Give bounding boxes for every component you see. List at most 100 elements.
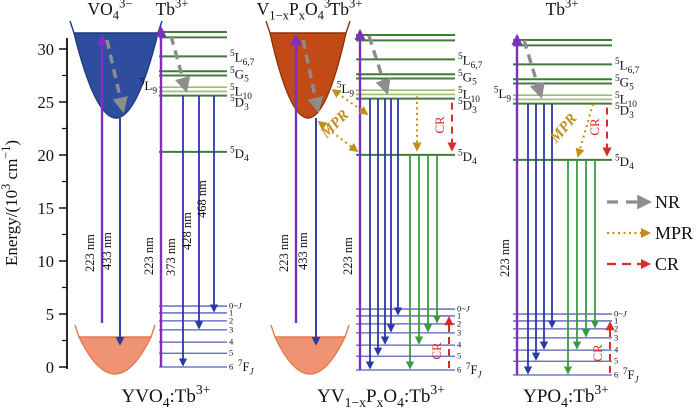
f-level-tag-F2: 2 bbox=[614, 323, 618, 333]
f-level-tag-F5: 5 bbox=[457, 351, 461, 361]
tb-nr-arrow bbox=[169, 35, 191, 94]
f-level-tag-F3: 3 bbox=[614, 332, 618, 342]
tb-title: Tb3+ bbox=[330, 0, 363, 19]
host-parabola-rim-left bbox=[265, 20, 271, 34]
f-level-tag-F5: 5 bbox=[229, 348, 233, 358]
legend-item-CR: CR bbox=[607, 254, 679, 274]
level-label-G5a: 5G5 bbox=[230, 66, 249, 85]
legend-label-NR: NR bbox=[655, 192, 680, 212]
cr-label: CR bbox=[587, 118, 602, 136]
level-label-L67: 5L6,7 bbox=[458, 52, 483, 71]
tb-nr-arrow bbox=[367, 35, 391, 95]
mpr-arrow bbox=[575, 103, 594, 158]
ground-parabola-rim-right bbox=[344, 324, 350, 338]
host-title: VO43− bbox=[88, 0, 133, 23]
cr-label: CR bbox=[429, 342, 444, 360]
legend-item-MPR: MPR bbox=[607, 223, 693, 243]
ground-parabola-rim-left bbox=[74, 324, 80, 338]
tb-excitation-wavelength: 223 nm bbox=[142, 237, 156, 275]
axis-tick-label: 30 bbox=[38, 40, 55, 59]
f-level-tag-F6: 6 bbox=[614, 370, 618, 380]
ground-parabola-rim-left bbox=[270, 324, 276, 338]
f-level-tag-F6: 6 bbox=[229, 362, 233, 372]
f-level-tag-F1: 1 bbox=[229, 307, 233, 317]
level-label-G5a: 5G5 bbox=[615, 74, 634, 93]
legend-label-MPR: MPR bbox=[655, 223, 693, 243]
ground-parabola bbox=[270, 324, 350, 375]
level-label-D3: 5D3 bbox=[230, 94, 249, 113]
tb-nr-arrow bbox=[522, 39, 545, 99]
level-label-L67: 5L6,7 bbox=[615, 57, 640, 76]
f-level-tag-F0: 0~J bbox=[614, 309, 628, 319]
f-level-tag-F4: 4 bbox=[229, 337, 234, 347]
tb-title: Tb3+ bbox=[156, 0, 189, 19]
f-level-tag-F3: 3 bbox=[457, 327, 461, 337]
legend: NR MPR CR bbox=[607, 192, 693, 274]
f-term-label: 7FJ bbox=[238, 358, 254, 377]
emission-wavelength: 428 nm bbox=[180, 212, 194, 250]
tb-excitation-wavelength: 223 nm bbox=[341, 237, 355, 275]
f-level-tag-F0: 0~J bbox=[457, 304, 471, 314]
f-level-tag-F1: 1 bbox=[457, 310, 461, 320]
level-label-L9: 5L9 bbox=[494, 86, 512, 105]
mpr-label: MPR bbox=[317, 107, 352, 142]
f-level-tag-F1: 1 bbox=[614, 315, 618, 325]
host-excitation-wavelength: 223 nm bbox=[83, 234, 97, 272]
level-label-L67: 5L6,7 bbox=[230, 49, 255, 68]
f-term-label: 7FJ bbox=[623, 366, 639, 385]
host-title: V1−xPxO43− bbox=[257, 0, 338, 23]
axis-tick-label: 0 bbox=[46, 358, 54, 377]
f-level-tag-F0: 0~J bbox=[229, 301, 243, 311]
ground-parabola-rim-right bbox=[150, 324, 156, 338]
panel-caption-yvo4: YVO4:Tb3+ bbox=[122, 382, 211, 410]
level-label-L9: 5L9 bbox=[140, 78, 158, 97]
legend-label-CR: CR bbox=[655, 254, 679, 274]
panel-caption-ypo4: YPO4:Tb3+ bbox=[523, 382, 609, 410]
f-level-tag-F2: 2 bbox=[229, 315, 233, 325]
f-term-label: 7FJ bbox=[466, 361, 482, 380]
emission-wavelength: 373 nm bbox=[164, 238, 178, 276]
mpr-arrow bbox=[331, 88, 369, 116]
energy-axis: 0 5 10 15 20 25 30 Energy/(103 cm−1) bbox=[0, 38, 68, 377]
mpr-arrow bbox=[317, 120, 359, 153]
host-parabola bbox=[69, 20, 163, 119]
host-nr-arrow bbox=[105, 39, 128, 114]
host-emission-wavelength: 433 nm bbox=[100, 232, 114, 270]
host-parabola-rim-left bbox=[69, 20, 75, 34]
panel-caption-yv1xpxo4: YV1−xPxO4:Tb3+ bbox=[317, 382, 445, 410]
axis-title: Energy/(103 cm−1) bbox=[0, 140, 21, 266]
cr-label: CR bbox=[432, 116, 447, 134]
level-label-L10: 5L10 bbox=[230, 83, 252, 102]
ground-parabola-shape bbox=[77, 336, 153, 375]
axis-tick-label: 15 bbox=[38, 199, 55, 218]
axis-tick-label: 10 bbox=[38, 252, 55, 271]
ground-parabola-shape bbox=[273, 336, 347, 375]
axis-tick-label: 25 bbox=[38, 93, 55, 112]
f-level-tag-F2: 2 bbox=[457, 318, 461, 328]
legend-item-NR: NR bbox=[607, 192, 680, 212]
level-label-D3: 5D3 bbox=[458, 97, 477, 116]
emission-wavelength: 468 nm bbox=[195, 180, 209, 218]
f-level-tag-F4: 4 bbox=[614, 345, 619, 355]
tb-excitation-wavelength: 223 nm bbox=[498, 239, 512, 277]
f-level-tag-F4: 4 bbox=[457, 340, 462, 350]
f-level-tag-F3: 3 bbox=[229, 324, 233, 334]
host-parabola bbox=[265, 20, 351, 119]
level-label-L10: 5L10 bbox=[615, 91, 637, 110]
level-label-D3: 5D3 bbox=[615, 102, 634, 121]
axis-tick-label: 5 bbox=[46, 305, 54, 324]
host-parabola-shape bbox=[269, 32, 347, 119]
level-label-L9: 5L9 bbox=[337, 81, 355, 100]
host-parabola-rim-right bbox=[345, 20, 351, 34]
level-label-D4: 5D4 bbox=[458, 148, 477, 167]
level-label-G5a: 5G5 bbox=[458, 69, 477, 88]
axis-tick-label: 20 bbox=[38, 146, 55, 165]
level-label-D4: 5D4 bbox=[615, 153, 634, 172]
f-level-tag-F5: 5 bbox=[614, 356, 618, 366]
tb-title: Tb3+ bbox=[546, 0, 579, 19]
